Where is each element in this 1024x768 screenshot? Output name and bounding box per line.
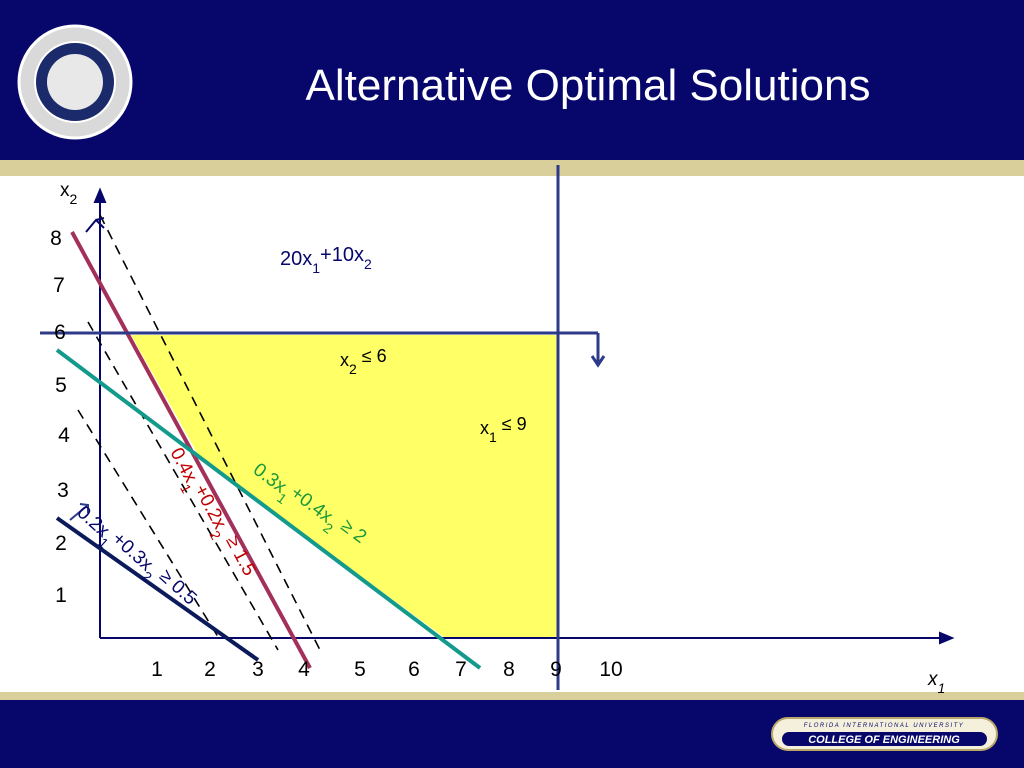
constraint-line: [55, 516, 260, 662]
label-sub: 1: [489, 429, 497, 445]
x-tick-label: 2: [204, 658, 216, 681]
x-tick-label: 7: [455, 658, 467, 681]
x-arrow: [939, 631, 955, 645]
y-tick-label: 6: [54, 321, 66, 344]
header-stripe: [0, 160, 1024, 176]
constraint-label: x2 ≤ 6: [340, 346, 387, 377]
label-part: x: [60, 180, 70, 201]
label-part: x: [480, 418, 489, 438]
y-tick-label: 4: [58, 424, 70, 447]
header-band: [0, 0, 1024, 160]
label-part: ≤ 9: [497, 414, 527, 434]
label-sub: 2: [349, 361, 357, 377]
college-name: COLLEGE OF ENGINEERING: [808, 734, 960, 746]
label-part: +10x: [320, 244, 364, 266]
label-sub: 2: [364, 256, 372, 272]
x-ticks: 1 2 3 4 5 6 7 8 9 10: [151, 658, 623, 681]
label-sub: 2: [70, 191, 78, 207]
y-tick-label: 1: [55, 584, 67, 607]
iso-line: [87, 321, 279, 651]
y-tick-label: 5: [55, 374, 67, 397]
slide-title: Alternative Optimal Solutions: [306, 61, 871, 110]
y-arrow: [93, 187, 107, 203]
x-tick-label: 5: [354, 658, 366, 681]
label-sub: 1: [312, 260, 320, 276]
y-tick-label: 8: [50, 227, 62, 250]
x-tick-label: 8: [503, 658, 515, 681]
university-name: FLORIDA INTERNATIONAL UNIVERSITY: [804, 723, 965, 729]
objective-label: 20x1+10x2: [280, 244, 372, 276]
constraint-arrow: [590, 333, 606, 368]
x-tick-label: 1: [151, 658, 163, 681]
label-sub: 1: [938, 680, 946, 696]
y-ticks: 1 2 3 4 5 6 7 8: [50, 227, 70, 607]
x-tick-label: 9: [550, 658, 562, 681]
constraint-arrow: [69, 503, 89, 521]
y-axis-label: x2: [60, 180, 78, 207]
y-tick-label: 2: [55, 532, 67, 555]
iso-line: [77, 409, 221, 641]
label-part: ≤ 6: [357, 346, 387, 366]
x-tick-label: 10: [599, 658, 622, 681]
x-tick-label: 3: [252, 658, 264, 681]
constraint-label: x1 ≤ 9: [480, 414, 527, 445]
x-tick-label: 4: [298, 658, 310, 681]
label-part: x: [340, 350, 349, 370]
footer-stripe: [0, 692, 1024, 700]
label-part: x: [927, 669, 939, 690]
constraint-line: [55, 348, 482, 670]
y-tick-label: 3: [57, 479, 69, 502]
axes: [93, 187, 955, 645]
y-tick-label: 7: [53, 274, 65, 297]
feasible-region: [131, 335, 558, 638]
iso-lines: [77, 214, 321, 651]
x-axis-label: x1: [927, 669, 945, 696]
footer-badge: FLORIDA INTERNATIONAL UNIVERSITY COLLEGE…: [771, 717, 998, 751]
logo: [17, 24, 133, 140]
x-tick-label: 6: [408, 658, 420, 681]
objective-arrow: [85, 217, 105, 233]
label-part: 20x: [280, 248, 312, 270]
iso-line: [99, 214, 321, 651]
